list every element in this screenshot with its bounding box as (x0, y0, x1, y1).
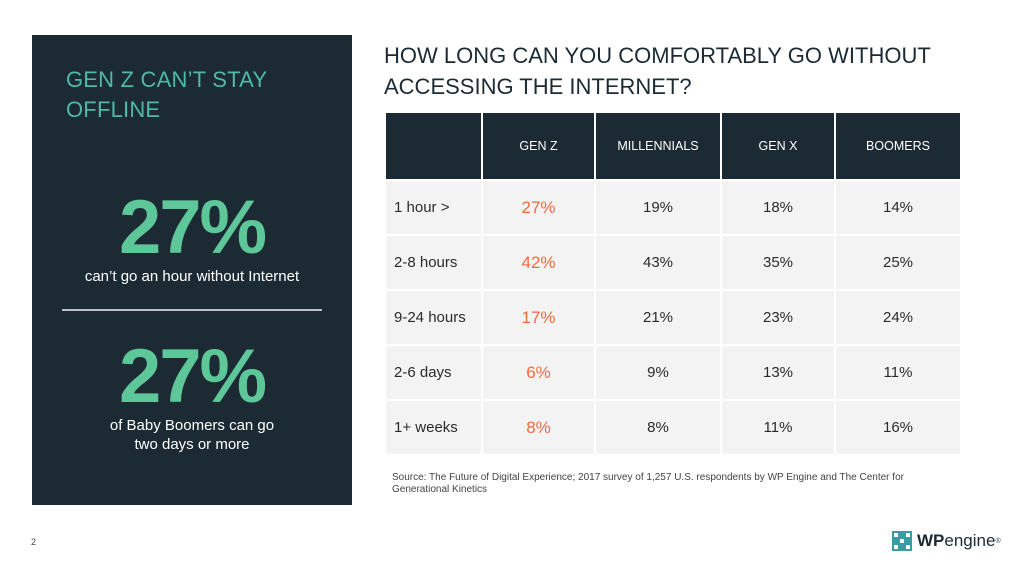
table-row: 1 hour > 27% 19% 18% 14% (384, 179, 962, 236)
page-number: 2 (31, 537, 37, 547)
cell-gen-z: 6% (481, 344, 596, 401)
cell-gen-z: 27% (481, 179, 596, 236)
cell-millennials: 43% (594, 234, 722, 291)
cell-boomers: 16% (834, 399, 962, 456)
table-row: 2-8 hours 42% 43% 35% 25% (384, 234, 962, 291)
cell-millennials: 9% (594, 344, 722, 401)
cell-gen-z: 17% (481, 289, 596, 346)
cell-gen-z: 8% (481, 399, 596, 456)
cell-gen-z: 42% (481, 234, 596, 291)
cell-millennials: 21% (594, 289, 722, 346)
cell-gen-x: 18% (720, 179, 836, 236)
stat-one-caption: can’t go an hour without Internet (84, 268, 300, 285)
stat-one-value: 27% (118, 185, 267, 270)
row-label: 2-8 hours (384, 234, 483, 291)
cell-gen-x: 11% (720, 399, 836, 456)
row-label: 1 hour > (384, 179, 483, 236)
header-boomers: BOOMERS (834, 111, 962, 181)
wp-engine-logo: WP engine ® (892, 530, 1001, 552)
row-label: 1+ weeks (384, 399, 483, 456)
row-label: 2-6 days (384, 344, 483, 401)
table-row: 9-24 hours 17% 21% 23% 24% (384, 289, 962, 346)
cell-gen-x: 23% (720, 289, 836, 346)
data-table: GEN Z MILLENNIALS GEN X BOOMERS 1 hour >… (384, 111, 962, 456)
cell-millennials: 8% (594, 399, 722, 456)
stat-two-value: 27% (118, 334, 267, 419)
registered-mark: ® (995, 537, 1001, 545)
page-title: HOW LONG CAN YOU COMFORTABLY GO WITHOUT … (384, 43, 931, 99)
sidebar-title: GEN Z CAN’T STAY OFFLINE (66, 67, 267, 122)
cell-boomers: 14% (834, 179, 962, 236)
header-corner (384, 111, 483, 181)
stat-two-caption-line-1: of Baby Boomers can go (109, 417, 275, 434)
source-note: Source: The Future of Digital Experience… (392, 472, 904, 495)
cell-boomers: 25% (834, 234, 962, 291)
row-label: 9-24 hours (384, 289, 483, 346)
cell-boomers: 11% (834, 344, 962, 401)
header-gen-x: GEN X (720, 111, 836, 181)
wp-engine-logo-icon (892, 531, 912, 551)
cell-gen-x: 35% (720, 234, 836, 291)
table-row: 1+ weeks 8% 8% 11% 16% (384, 399, 962, 456)
stat-two-caption: of Baby Boomers can go two days or more (42, 416, 342, 454)
sidebar-panel: GEN Z CAN’T STAY OFFLINE 27% can’t go an… (32, 35, 352, 505)
cell-millennials: 19% (594, 179, 722, 236)
logo-engine-text: engine (944, 531, 996, 550)
table-row: 2-6 days 6% 9% 13% 11% (384, 344, 962, 401)
table-header-row: GEN Z MILLENNIALS GEN X BOOMERS (384, 111, 962, 181)
logo-wp-text: WP (917, 531, 945, 550)
cell-boomers: 24% (834, 289, 962, 346)
divider (62, 309, 322, 311)
header-millennials: MILLENNIALS (594, 111, 722, 181)
header-gen-z: GEN Z (481, 111, 596, 181)
stat-two-caption-line-2: two days or more (134, 436, 250, 453)
cell-gen-x: 13% (720, 344, 836, 401)
